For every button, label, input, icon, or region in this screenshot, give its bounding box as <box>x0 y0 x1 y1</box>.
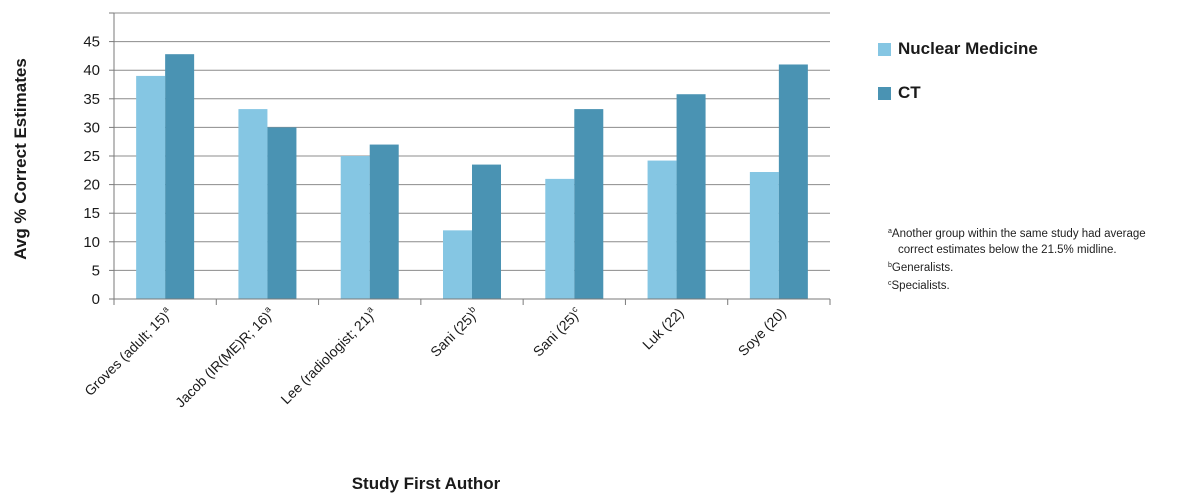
footnote-b: bGeneralists. <box>888 258 1146 276</box>
bar-ct <box>165 54 195 300</box>
bar-nuclear-medicine <box>545 178 575 299</box>
footnote-marker: a <box>888 228 892 235</box>
bar-nuclear-medicine <box>238 109 268 299</box>
bar-nuclear-medicine <box>749 172 779 299</box>
legend-item-ct: CT <box>878 82 1038 104</box>
y-tick-label: 0 <box>92 291 100 308</box>
bar-nuclear-medicine <box>443 230 472 299</box>
y-axis-title: Avg % Correct Estimates <box>11 58 30 260</box>
y-tick-label: 35 <box>83 91 100 108</box>
x-tick-label: Sani (25)c <box>529 304 585 360</box>
bar-ct <box>778 64 808 299</box>
bar-ct <box>472 164 501 299</box>
y-tick-label: 5 <box>92 262 100 279</box>
footnote-c: cSpecialists. <box>888 276 1146 294</box>
y-tick-label: 45 <box>83 34 100 51</box>
legend: Nuclear Medicine CT <box>878 38 1038 126</box>
y-tick-label: 10 <box>83 234 100 251</box>
gridlines <box>114 12 830 271</box>
x-tick-labels: Groves (adult; 15)a Jacob (IR(ME)R; 16)a L… <box>80 304 789 411</box>
bar-nuclear-medicine <box>340 156 370 299</box>
x-tick-label: Jacob (IR(ME)R; 16)a <box>171 304 277 410</box>
x-tick-label: Sani (25)b <box>426 304 482 360</box>
footnote-text: correct estimates below the 21.5% midlin… <box>898 244 1117 256</box>
legend-item-nuclear-medicine: Nuclear Medicine <box>878 38 1038 60</box>
bar-ct <box>267 127 297 300</box>
legend-label: Nuclear Medicine <box>898 39 1038 58</box>
legend-swatch-ct <box>878 86 891 100</box>
y-tick-label: 15 <box>83 205 100 222</box>
footnote-text: Generalists. <box>891 262 954 274</box>
bar-ct <box>369 144 399 299</box>
bar-ct <box>676 94 706 299</box>
legend-swatch-nuclear-medicine <box>878 42 891 56</box>
footnote-a-continued: correct estimates below the 21.5% midlin… <box>888 242 1146 258</box>
y-tick-label: 25 <box>83 148 100 165</box>
x-tick-label: Lee (radiologist; 21)a <box>277 304 380 407</box>
footnote-marker: c <box>888 280 892 287</box>
x-tick-label: Soye (20) <box>735 305 789 359</box>
x-tick-label: Groves (adult; 15)a <box>80 304 175 399</box>
footnote-text: Specialists. <box>891 280 950 292</box>
footnote-text: Another group within the same study had … <box>891 228 1146 240</box>
bar-nuclear-medicine <box>136 75 166 299</box>
footnote-a: aAnother group within the same study had… <box>888 224 1146 242</box>
bars <box>136 54 808 300</box>
y-tick-label: 30 <box>83 119 100 136</box>
legend-label: CT <box>898 83 921 102</box>
footnote-marker: b <box>888 262 892 269</box>
y-tick-labels: 0 5 10 15 20 25 30 35 40 45 <box>83 34 100 308</box>
x-axis-title: Study First Author <box>352 474 501 493</box>
bar-nuclear-medicine <box>647 160 677 299</box>
axes <box>109 12 831 305</box>
footnotes: aAnother group within the same study had… <box>888 224 1146 294</box>
y-tick-label: 20 <box>83 177 100 194</box>
x-tick-label: Luk (22) <box>639 305 687 353</box>
bar-ct <box>574 109 604 299</box>
y-tick-label: 40 <box>83 62 100 79</box>
